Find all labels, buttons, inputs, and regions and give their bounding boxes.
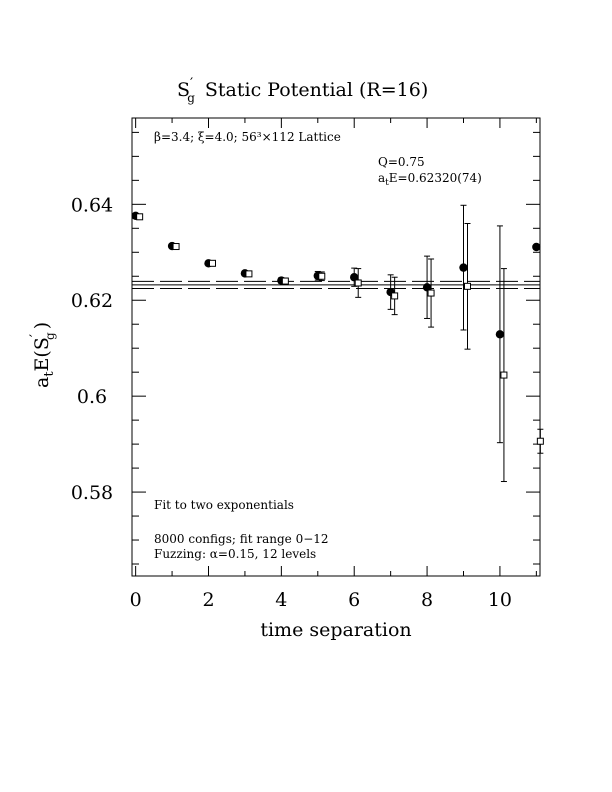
y-tick-label: 0.64 bbox=[71, 194, 113, 216]
data-marks bbox=[131, 204, 544, 483]
data-point-circle bbox=[532, 242, 541, 252]
energy-prefix: a bbox=[378, 171, 385, 185]
y-tick-label: 0.62 bbox=[71, 290, 113, 312]
fuzzing-annotation: Fuzzing: α=0.15, 12 levels bbox=[154, 547, 316, 561]
y-label-sub: t bbox=[42, 371, 57, 377]
data-point-square bbox=[464, 282, 471, 290]
q-annotation: Q=0.75 bbox=[378, 155, 425, 169]
data-point-square bbox=[281, 277, 289, 285]
y-label-sub2: g bbox=[43, 332, 57, 340]
y-label-main: a bbox=[31, 377, 53, 388]
x-tick-label: 2 bbox=[202, 589, 214, 611]
data-point-square bbox=[245, 270, 253, 278]
energy-annotation: atE=0.62320(74) bbox=[378, 171, 482, 188]
y-tick-label: 0.6 bbox=[77, 386, 107, 408]
x-tick-label: 8 bbox=[421, 589, 433, 611]
y-axis-label: atE(S′g) bbox=[28, 322, 57, 388]
fit-annotation: Fit to two exponentials bbox=[154, 498, 294, 512]
lattice-annotation: β=3.4; ξ=4.0; 56³×112 Lattice bbox=[154, 130, 341, 144]
title-main: S bbox=[177, 79, 190, 101]
configs-annotation: 8000 configs; fit range 0−12 bbox=[154, 532, 329, 546]
y-label-close: ) bbox=[31, 322, 53, 329]
title-rest: Static Potential (R=16) bbox=[205, 79, 428, 101]
data-point-square bbox=[318, 272, 326, 280]
data-point-square bbox=[536, 437, 544, 445]
data-point-square bbox=[427, 289, 435, 297]
x-tick-label: 6 bbox=[348, 589, 360, 611]
chart-title: S′ g Static Potential (R=16) bbox=[177, 76, 428, 105]
y-label-rest: E(S bbox=[31, 337, 53, 371]
fit-band bbox=[132, 280, 540, 289]
data-point-square bbox=[209, 259, 216, 267]
x-axis-label: time separation bbox=[260, 619, 411, 641]
x-tick-label: 4 bbox=[275, 589, 287, 611]
data-point-circle bbox=[495, 330, 505, 339]
data-point-circle bbox=[422, 283, 432, 292]
data-point-circle bbox=[459, 263, 468, 272]
x-tick-label: 10 bbox=[488, 589, 512, 611]
title-prime: ′ bbox=[190, 76, 193, 92]
title-sub: g bbox=[187, 91, 195, 105]
y-tick-label: 0.58 bbox=[71, 482, 113, 504]
x-tick-label: 0 bbox=[130, 589, 142, 611]
energy-sub: t bbox=[385, 178, 389, 188]
axis-ticks bbox=[132, 118, 540, 576]
y-label-prime: ′ bbox=[28, 334, 44, 337]
data-point-circle bbox=[350, 273, 359, 282]
data-point-square bbox=[500, 371, 508, 379]
data-point-square bbox=[136, 213, 144, 221]
data-point-square bbox=[391, 292, 399, 300]
data-point-square bbox=[172, 243, 180, 251]
data-point-square bbox=[354, 279, 362, 287]
plot-frame bbox=[131, 117, 541, 577]
energy-value: E=0.62320(74) bbox=[389, 171, 482, 185]
axis-tick-labels: 0 2 4 6 8 10 0.58 0.6 0.62 0.64 bbox=[71, 194, 512, 611]
